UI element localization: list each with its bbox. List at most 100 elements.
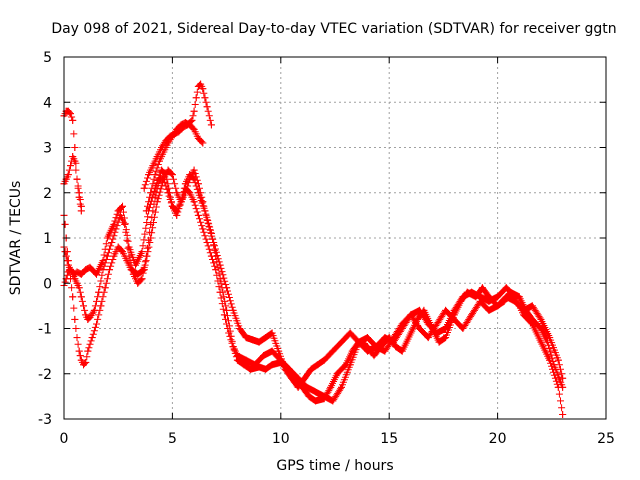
data-point bbox=[134, 279, 142, 287]
data-point bbox=[108, 239, 116, 247]
data-point bbox=[61, 248, 69, 256]
data-point bbox=[223, 284, 231, 292]
data-point bbox=[103, 234, 111, 242]
y-tick-label: -1 bbox=[38, 322, 52, 338]
data-point bbox=[125, 243, 133, 251]
x-tick-label: 10 bbox=[272, 431, 290, 447]
series-track-2 bbox=[60, 166, 567, 418]
data-point bbox=[181, 184, 189, 192]
data-point bbox=[355, 338, 363, 346]
data-point bbox=[485, 297, 493, 305]
data-point bbox=[77, 356, 85, 364]
data-point bbox=[327, 383, 335, 391]
data-point bbox=[160, 148, 168, 156]
data-point bbox=[199, 85, 207, 93]
y-tick-label: 5 bbox=[43, 50, 52, 66]
data-point bbox=[203, 103, 211, 111]
data-point bbox=[75, 193, 83, 201]
data-point bbox=[381, 334, 389, 342]
data-point bbox=[329, 397, 337, 405]
data-point bbox=[73, 279, 81, 287]
data-point bbox=[442, 306, 450, 314]
data-point bbox=[203, 216, 211, 224]
data-point bbox=[485, 306, 493, 314]
y-axis-label: SDTVAR / TECUs bbox=[8, 181, 24, 296]
data-point bbox=[77, 293, 85, 301]
data-point bbox=[511, 297, 519, 305]
data-point bbox=[229, 306, 237, 314]
data-point bbox=[197, 80, 205, 88]
data-point bbox=[320, 356, 328, 364]
data-point bbox=[262, 334, 270, 342]
data-point bbox=[314, 361, 322, 369]
data-point bbox=[194, 180, 202, 188]
data-point bbox=[186, 189, 194, 197]
data-point bbox=[190, 125, 198, 133]
data-point bbox=[71, 315, 79, 323]
data-point bbox=[67, 162, 75, 170]
data-point bbox=[554, 356, 562, 364]
data-point bbox=[242, 334, 250, 342]
series-track-7 bbox=[142, 119, 207, 215]
data-point bbox=[294, 383, 302, 391]
data-point bbox=[192, 94, 200, 102]
data-point bbox=[207, 121, 215, 129]
data-point bbox=[177, 121, 185, 129]
y-tick-label: -3 bbox=[38, 412, 52, 428]
x-tick-label: 0 bbox=[60, 431, 69, 447]
data-point bbox=[311, 388, 319, 396]
data-point bbox=[478, 284, 486, 292]
data-point bbox=[82, 266, 90, 274]
data-point bbox=[160, 175, 168, 183]
data-point bbox=[173, 207, 181, 215]
data-point bbox=[537, 338, 545, 346]
data-point bbox=[194, 211, 202, 219]
data-point bbox=[285, 365, 293, 373]
data-point bbox=[268, 361, 276, 369]
data-point bbox=[116, 211, 124, 219]
data-point bbox=[268, 329, 276, 337]
data-point bbox=[559, 374, 567, 382]
data-point bbox=[407, 311, 415, 319]
data-point bbox=[90, 306, 98, 314]
data-point bbox=[364, 347, 372, 355]
data-point bbox=[494, 302, 502, 310]
data-point bbox=[251, 361, 259, 369]
y-tick-labels: -3 -2 -1 0 1 2 3 4 5 bbox=[38, 50, 52, 428]
data-point bbox=[64, 171, 72, 179]
data-point bbox=[173, 125, 181, 133]
data-point bbox=[424, 320, 432, 328]
data-point bbox=[433, 320, 441, 328]
data-point bbox=[537, 325, 545, 332]
data-point bbox=[190, 166, 198, 174]
data-point bbox=[255, 363, 263, 371]
data-point bbox=[392, 343, 400, 351]
data-point bbox=[188, 116, 196, 124]
data-point bbox=[64, 261, 72, 269]
data-point bbox=[112, 225, 120, 233]
data-point bbox=[67, 266, 75, 274]
data-point bbox=[199, 225, 207, 233]
y-tick-label: 1 bbox=[43, 231, 52, 247]
data-point bbox=[69, 116, 77, 124]
data-point bbox=[554, 383, 562, 391]
data-point bbox=[468, 311, 476, 319]
data-point bbox=[106, 266, 114, 274]
data-point bbox=[338, 338, 346, 346]
data-point bbox=[119, 202, 127, 210]
data-point bbox=[93, 270, 101, 278]
data-point bbox=[259, 352, 267, 360]
data-point bbox=[69, 153, 77, 161]
data-point bbox=[164, 139, 172, 147]
data-point bbox=[73, 334, 81, 342]
data-point bbox=[138, 248, 146, 256]
data-point bbox=[435, 338, 443, 346]
data-point bbox=[450, 315, 458, 323]
data-point bbox=[416, 325, 424, 332]
data-point bbox=[71, 144, 79, 151]
data-point bbox=[77, 207, 85, 215]
data-point bbox=[229, 343, 237, 351]
data-point bbox=[71, 275, 79, 283]
data-point bbox=[121, 220, 129, 228]
data-point bbox=[305, 392, 313, 400]
